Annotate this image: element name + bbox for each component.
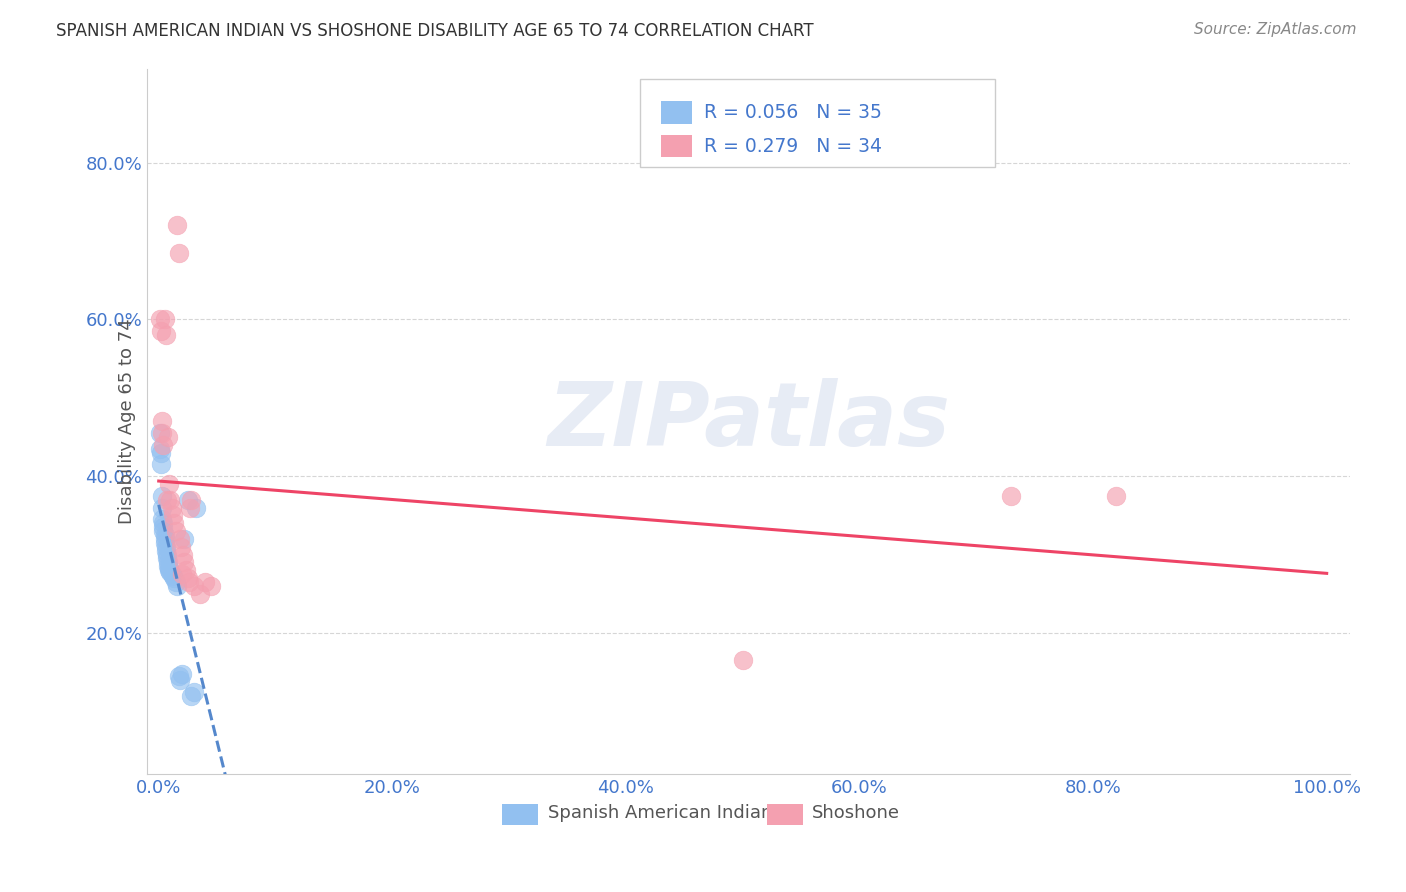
Point [180, 689, 202, 703]
Point [180, 492, 202, 507]
Point [183, 684, 205, 698]
Point [173, 532, 195, 546]
Text: Shoshone: Shoshone [813, 804, 900, 822]
Point [166, 579, 188, 593]
Point [731, 653, 754, 667]
Point [174, 563, 197, 577]
Point [160, 567, 183, 582]
Text: Spanish American Indians: Spanish American Indians [547, 804, 782, 822]
Point [149, 425, 172, 440]
Bar [661, 101, 692, 124]
Point [156, 492, 179, 507]
Point [153, 312, 176, 326]
Text: ZIPatlas: ZIPatlas [547, 378, 950, 465]
Point [150, 414, 173, 428]
Point [1000, 489, 1022, 503]
Point [162, 569, 184, 583]
Point [157, 555, 180, 569]
Point [160, 500, 183, 515]
Point [1105, 489, 1128, 503]
Point [167, 245, 190, 260]
Point [149, 312, 172, 326]
Point [165, 524, 187, 538]
Point [159, 492, 181, 507]
Point [169, 532, 191, 546]
Point [150, 512, 173, 526]
Point [179, 500, 201, 515]
Point [163, 516, 186, 531]
Point [169, 673, 191, 687]
Point [157, 559, 180, 574]
Point [166, 219, 188, 233]
Point [157, 561, 180, 575]
Point [157, 430, 180, 444]
Point [150, 324, 173, 338]
Point [152, 438, 174, 452]
Point [155, 540, 177, 554]
Point [170, 540, 193, 554]
Point [163, 571, 186, 585]
Point [194, 574, 217, 589]
Point [152, 524, 174, 538]
Text: SPANISH AMERICAN INDIAN VS SHOSHONE DISABILITY AGE 65 TO 74 CORRELATION CHART: SPANISH AMERICAN INDIAN VS SHOSHONE DISA… [56, 22, 814, 40]
Point [150, 425, 173, 440]
Bar [502, 804, 538, 825]
Bar [661, 135, 692, 157]
Point [200, 579, 222, 593]
Point [150, 489, 173, 503]
Point [150, 500, 173, 515]
Point [177, 571, 200, 585]
Point [188, 587, 211, 601]
Point [177, 492, 200, 507]
Point [162, 508, 184, 523]
Text: Source: ZipAtlas.com: Source: ZipAtlas.com [1194, 22, 1357, 37]
Point [170, 567, 193, 582]
Y-axis label: Disability Age 65 to 74: Disability Age 65 to 74 [118, 318, 136, 524]
Point [157, 477, 180, 491]
Point [183, 579, 205, 593]
Point [165, 574, 187, 589]
Point [149, 442, 172, 456]
Point [156, 548, 179, 562]
Point [177, 574, 200, 589]
Bar [766, 804, 803, 825]
Point [167, 669, 190, 683]
Point [152, 516, 174, 531]
Point [150, 458, 173, 472]
Point [150, 445, 173, 459]
Point [157, 563, 180, 577]
Point [173, 555, 195, 569]
Point [153, 532, 176, 546]
Point [172, 548, 194, 562]
Text: R = 0.279   N = 34: R = 0.279 N = 34 [704, 136, 882, 155]
Point [159, 565, 181, 579]
Point [156, 551, 179, 566]
Point [153, 528, 176, 542]
Point [152, 520, 174, 534]
Point [155, 328, 177, 343]
Point [155, 543, 177, 558]
Point [184, 500, 207, 515]
Text: R = 0.056   N = 35: R = 0.056 N = 35 [704, 103, 882, 122]
Point [170, 666, 193, 681]
FancyBboxPatch shape [640, 79, 995, 168]
Point [153, 535, 176, 549]
